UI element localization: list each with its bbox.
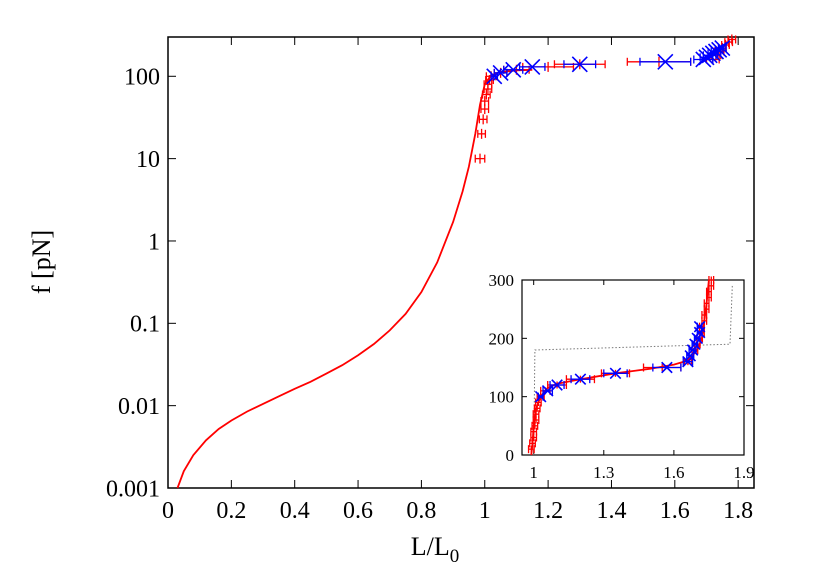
y-tick-label: 0.01 — [118, 394, 160, 420]
x-tick-label: 1 — [479, 498, 491, 524]
reference-dotted-line — [533, 285, 733, 456]
blue-data-point — [603, 367, 628, 380]
blue-data-point — [563, 56, 597, 73]
x-tick-label: 0 — [162, 498, 174, 524]
x-tick-label: 1.6 — [663, 463, 684, 482]
model-curve-line — [176, 68, 533, 489]
red-data-point — [532, 410, 540, 419]
blue-data-point — [639, 53, 692, 70]
y-tick-label: 0 — [506, 446, 515, 465]
y-tick-label: 0.001 — [106, 476, 160, 502]
blue-data-point — [652, 361, 682, 374]
blue-data-point — [492, 64, 509, 81]
main-series — [176, 34, 737, 489]
red-data-point — [529, 439, 536, 448]
y-tick-label: 200 — [489, 329, 515, 348]
red-data-point — [727, 34, 737, 45]
blue-data-point — [682, 355, 694, 368]
y-tick-label: 10 — [136, 147, 160, 173]
blue-data-point — [518, 58, 546, 75]
x-tick-label: 0.8 — [406, 498, 436, 524]
blue-data-point — [541, 385, 554, 397]
blue-data-point — [570, 373, 591, 385]
blue-data-point — [693, 320, 706, 333]
red-data-point — [481, 89, 491, 100]
inset-ticks: 1 1.3 1.6 1.9 0 100 200 300 — [489, 271, 755, 482]
blue-data-point — [686, 344, 699, 356]
x-tick-label: 1.6 — [660, 498, 690, 524]
blue-data-point — [689, 338, 701, 350]
red-data-point — [478, 114, 488, 125]
x-tick-label: 1.2 — [533, 498, 563, 524]
x-tick-label: 1.8 — [723, 498, 753, 524]
main-ticks: 0 0.2 0.4 0.6 0.8 1 1.2 1.4 1.6 1.80.0010.010.111… — [106, 37, 754, 524]
inset-plot-frame — [521, 279, 745, 456]
red-data-point — [477, 128, 487, 139]
y-tick-label: 100 — [124, 65, 160, 91]
red-data-point — [531, 421, 539, 430]
x-axis-title: L/L0 — [411, 532, 460, 567]
y-tick-label: 100 — [489, 388, 515, 407]
red-data-point — [474, 153, 486, 164]
y-tick-label: 300 — [489, 271, 515, 290]
main-plot-frame — [167, 36, 755, 489]
red-data-point — [530, 427, 538, 436]
y-axis-title: f [pN] — [27, 230, 56, 294]
x-tick-label: 1 — [529, 463, 538, 482]
x-tick-label: 0.4 — [280, 498, 310, 524]
x-tick-label: 1.3 — [593, 463, 614, 482]
red-data-point — [480, 96, 490, 107]
red-data-point — [533, 404, 541, 413]
red-data-point — [483, 79, 493, 90]
inset-background — [522, 280, 744, 455]
blue-data-point — [549, 379, 565, 391]
blue-data-point — [693, 326, 706, 339]
red-data-point — [527, 445, 535, 454]
blue-data-point — [684, 350, 697, 362]
x-axis-title-subscript: 0 — [450, 546, 460, 567]
x-tick-label: 1.4 — [596, 498, 626, 524]
x-tick-label: 0.6 — [343, 498, 373, 524]
blue-data-point — [691, 332, 704, 345]
y-tick-label: 0.1 — [130, 312, 160, 338]
blue-data-point — [714, 40, 731, 57]
red-data-point — [708, 276, 715, 284]
inset-series — [527, 276, 733, 456]
y-tick-label: 1 — [148, 229, 160, 255]
x-tick-label: 0.2 — [216, 498, 246, 524]
x-tick-label: 1.9 — [733, 463, 754, 482]
